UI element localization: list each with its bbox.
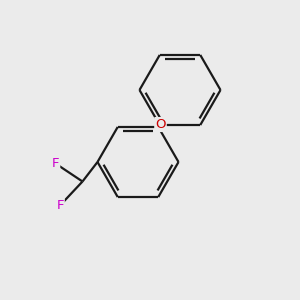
Text: F: F [56,199,64,212]
Text: F: F [52,157,59,170]
Text: O: O [155,118,166,131]
